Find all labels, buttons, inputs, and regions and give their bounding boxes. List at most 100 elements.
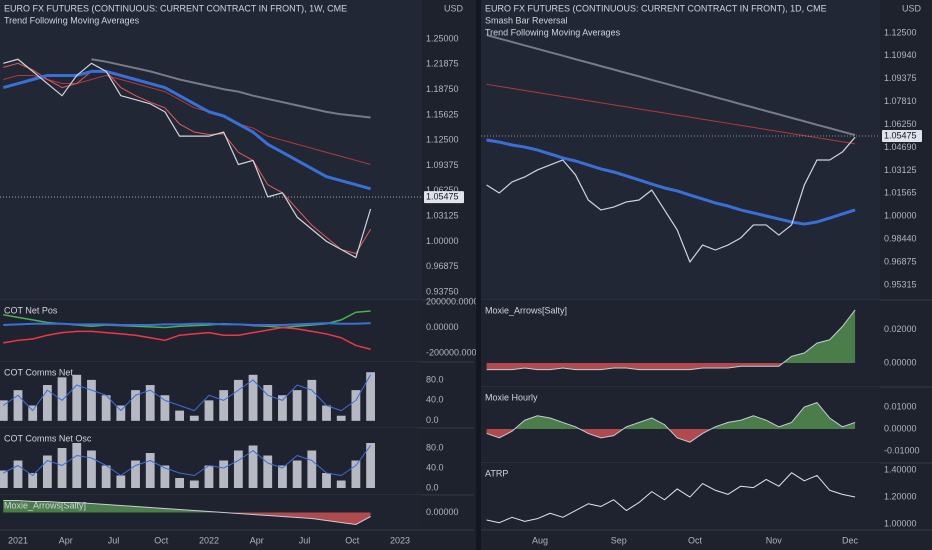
chart-subtitle: Smash Bar Reversal — [485, 15, 568, 25]
bar — [204, 400, 214, 421]
bar — [87, 450, 96, 488]
area-outline — [486, 309, 856, 371]
y-tick-label: 1.06250 — [426, 185, 459, 195]
pane-plot — [0, 443, 375, 488]
bar — [366, 443, 375, 488]
pane-title: ATRP — [485, 468, 508, 478]
y-tick-label: 1.18750 — [426, 84, 459, 94]
chart-title: EURO FX FUTURES (CONTINUOUS: CURRENT CON… — [4, 3, 347, 13]
y-tick-label: 0.02000 — [884, 324, 917, 334]
y-tick-label: 0.01000 — [884, 401, 917, 411]
y-tick-label: 40.0 — [426, 395, 444, 405]
line — [3, 322, 371, 327]
pane-plot — [486, 472, 856, 524]
bar — [263, 385, 273, 421]
line — [3, 374, 372, 412]
line — [3, 74, 371, 165]
area-outline — [486, 402, 856, 443]
line — [486, 472, 856, 524]
bar — [351, 460, 361, 488]
y-tick-label: 0.96875 — [884, 256, 917, 266]
x-tick-label: Oct — [345, 535, 360, 545]
bar — [219, 390, 229, 421]
y-tick-label: 1.00000 — [884, 211, 917, 221]
y-tick-label: 1.25000 — [426, 33, 459, 43]
bar — [13, 460, 23, 488]
line — [486, 136, 856, 263]
pane-title: Moxie_Arrows[Salty] — [485, 305, 567, 315]
bar — [13, 390, 23, 421]
y-tick-label: 0.93750 — [426, 286, 459, 296]
y-tick-label: 1.03125 — [884, 165, 917, 175]
y-tick-label: 1.12500 — [884, 27, 917, 37]
bar — [189, 480, 199, 488]
pane-plot — [486, 309, 856, 371]
x-tick-label: Nov — [766, 535, 783, 545]
y-tick-label: -0.01000 — [884, 445, 920, 455]
bar — [248, 374, 258, 421]
x-tick-label: Aug — [532, 535, 548, 545]
bar — [366, 372, 375, 421]
bar — [131, 390, 140, 421]
bar — [116, 405, 126, 421]
bar — [28, 405, 38, 421]
y-tick-label: 1.40000 — [884, 464, 917, 474]
bar — [189, 415, 199, 421]
bar — [233, 379, 243, 421]
y-tick-label: 0.00000 — [884, 357, 917, 367]
pane-title: COT Comms Net Osc — [4, 433, 92, 443]
pane-title: Moxie Hourly — [485, 392, 538, 402]
pane-plot — [0, 372, 375, 421]
x-tick-label: Sep — [611, 535, 627, 545]
last-price-box — [424, 191, 464, 204]
bar — [160, 395, 170, 421]
bar — [175, 410, 185, 421]
y-tick-label: 1.06250 — [884, 119, 917, 129]
line — [3, 58, 372, 259]
y-tick-label: 0.00000 — [884, 423, 917, 433]
bar — [0, 470, 8, 488]
x-tick-label: Dec — [842, 535, 859, 545]
y-tick-label: 0.96875 — [426, 261, 459, 271]
bar — [145, 453, 155, 488]
x-tick-label: Oct — [688, 535, 703, 545]
pane — [0, 300, 422, 362]
chart-subtitle: Trend Following Moving Averages — [4, 15, 140, 25]
x-tick-label: Apr — [59, 535, 73, 545]
bar — [233, 450, 243, 488]
x-tick-label: 2022 — [199, 535, 219, 545]
y-tick-label: 1.04690 — [884, 142, 917, 152]
x-tick-label: Jul — [108, 535, 120, 545]
line — [2, 69, 371, 191]
bar — [278, 395, 287, 421]
y-tick-label: 1.00000 — [426, 236, 459, 246]
bar — [292, 460, 302, 488]
bar — [278, 465, 287, 488]
last-price-label: 1.05475 — [426, 191, 459, 201]
bar — [72, 443, 82, 488]
bar — [336, 415, 346, 421]
y-tick-label: 80.0 — [426, 442, 444, 452]
line — [486, 34, 856, 137]
pane — [481, 0, 880, 300]
y-tick-label: 1.09375 — [426, 160, 459, 170]
y-tick-label: 0.0 — [426, 415, 439, 425]
bar — [307, 450, 317, 488]
bar — [204, 465, 214, 488]
bar — [57, 377, 67, 421]
y-tick-label: 0.00000 — [426, 322, 459, 332]
x-tick-label: 2021 — [8, 535, 28, 545]
y-tick-label: 1.00000 — [884, 518, 917, 528]
bar — [101, 395, 111, 421]
x-tick-label: 2023 — [390, 535, 410, 545]
y-tick-label: 80.0 — [426, 374, 444, 384]
y-tick-label: 1.01565 — [884, 188, 917, 198]
pane-title: COT Comms Net — [4, 367, 73, 377]
area-negative — [486, 429, 712, 443]
chart-title: EURO FX FUTURES (CONTINUOUS: CURRENT CON… — [485, 3, 827, 13]
pane-title: COT Net Pos — [4, 305, 58, 315]
bar — [72, 374, 82, 421]
bar — [145, 385, 155, 421]
area-positive — [486, 309, 856, 363]
bar — [57, 448, 67, 488]
